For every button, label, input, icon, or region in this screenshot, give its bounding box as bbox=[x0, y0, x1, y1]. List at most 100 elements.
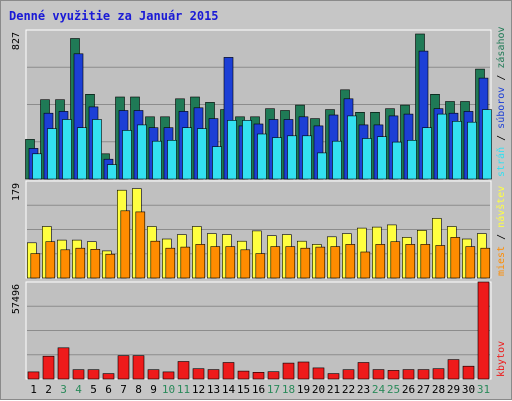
panel-legend: kbytov bbox=[496, 341, 507, 377]
miest-bar bbox=[255, 253, 266, 279]
kbytov-bar bbox=[192, 368, 205, 380]
x-tick-label: 2 bbox=[45, 383, 52, 396]
legend-label-miest: miest bbox=[496, 246, 507, 276]
kbytov-bar bbox=[177, 361, 190, 380]
stran-bar bbox=[137, 124, 147, 180]
stran-bar bbox=[377, 136, 387, 180]
x-tick-label: 28 bbox=[432, 383, 445, 396]
kbytov-bar bbox=[162, 371, 175, 380]
miest-bar bbox=[360, 251, 371, 279]
kbytov-bar bbox=[72, 369, 85, 380]
kbytov-bar bbox=[222, 362, 235, 380]
stran-bar bbox=[47, 128, 57, 180]
miest-bar bbox=[315, 246, 326, 279]
stran-bar bbox=[92, 119, 102, 180]
legend-label-kbytov: kbytov bbox=[496, 341, 507, 377]
miest-bar bbox=[165, 247, 176, 279]
stran-bar bbox=[272, 137, 282, 180]
stran-bar bbox=[467, 121, 477, 180]
stran-bar bbox=[77, 127, 87, 180]
kbytov-bar bbox=[267, 371, 280, 380]
kbytov-bar bbox=[387, 370, 400, 380]
panel-1: 827 stráň / súborov / zásahov bbox=[11, 26, 507, 180]
x-tick-label: 30 bbox=[462, 383, 475, 396]
x-tick-label: 21 bbox=[327, 383, 340, 396]
miest-bar bbox=[60, 249, 71, 279]
miest-bar bbox=[375, 244, 386, 279]
x-tick-label: 16 bbox=[252, 383, 265, 396]
miest-bar bbox=[135, 211, 146, 279]
kbytov-bar bbox=[102, 373, 115, 380]
kbytov-bar bbox=[327, 373, 340, 380]
kbytov-bar bbox=[312, 367, 325, 380]
miest-bar bbox=[270, 246, 281, 279]
miest-bar bbox=[435, 245, 446, 279]
legend-separator: / bbox=[496, 129, 507, 147]
stran-bar bbox=[62, 119, 72, 180]
legend-label-stran: stráň bbox=[495, 147, 507, 177]
miest-bar bbox=[195, 244, 206, 279]
y-axis-max-label: 827 bbox=[11, 32, 22, 50]
x-tick-label: 6 bbox=[105, 383, 112, 396]
stran-bar bbox=[422, 127, 432, 180]
x-tick-label: 17 bbox=[267, 383, 280, 396]
stran-bar bbox=[152, 140, 162, 180]
kbytov-bar bbox=[132, 355, 145, 380]
stran-bar bbox=[167, 140, 177, 180]
x-tick-label: 9 bbox=[150, 383, 157, 396]
chart-title: Denné využitie za Január 2015 bbox=[9, 9, 219, 23]
x-tick-label: 12 bbox=[192, 383, 205, 396]
miest-bar bbox=[285, 246, 296, 279]
miest-bar bbox=[75, 247, 86, 279]
miest-bar bbox=[120, 210, 131, 279]
miest-bar bbox=[390, 241, 401, 279]
kbytov-bar bbox=[87, 369, 100, 380]
kbytov-bar bbox=[342, 369, 355, 380]
legend-label-zasahov: zásahov bbox=[495, 26, 507, 68]
panel-legend: stráň / súborov / zásahov bbox=[495, 26, 507, 177]
stran-bar bbox=[242, 120, 252, 180]
x-tick-label: 1 bbox=[30, 383, 37, 396]
miest-bar bbox=[480, 247, 491, 279]
miest-bar bbox=[450, 237, 461, 279]
miest-bar bbox=[405, 244, 416, 279]
kbytov-bar bbox=[252, 371, 265, 380]
kbytov-bar bbox=[237, 370, 250, 380]
miest-bar bbox=[330, 246, 341, 279]
x-tick-label: 24 bbox=[372, 383, 386, 396]
x-tick-label: 31 bbox=[477, 383, 490, 396]
stran-bar bbox=[107, 164, 117, 180]
y-axis-max-label: 179 bbox=[11, 183, 22, 201]
x-tick-label: 25 bbox=[387, 383, 400, 396]
x-tick-label: 4 bbox=[75, 383, 82, 396]
x-tick-label: 23 bbox=[357, 383, 370, 396]
kbytov-bar bbox=[357, 362, 370, 380]
stran-bar bbox=[437, 113, 447, 180]
stran-bar bbox=[197, 128, 207, 180]
miest-bar bbox=[150, 240, 161, 279]
kbytov-bar bbox=[147, 369, 160, 380]
kbytov-bar bbox=[117, 355, 130, 380]
x-tick-label: 26 bbox=[402, 383, 415, 396]
miest-bar bbox=[225, 246, 236, 279]
x-tick-label: 14 bbox=[222, 383, 236, 396]
x-tick-label: 27 bbox=[417, 383, 430, 396]
chart-panels: 827 stráň / súborov / zásahov 179 miest / n… bbox=[11, 26, 507, 380]
panel-legend: miest / návštev bbox=[495, 186, 507, 276]
miest-bar bbox=[240, 249, 251, 279]
legend-separator: / bbox=[496, 69, 507, 87]
stran-bar bbox=[182, 127, 192, 180]
kbytov-bar bbox=[432, 368, 445, 380]
panel-2: 179 miest / návštev bbox=[11, 180, 507, 279]
x-tick-label: 5 bbox=[90, 383, 97, 396]
stran-bar bbox=[482, 109, 492, 180]
y-axis-max-label: 57496 bbox=[11, 284, 22, 314]
miest-bar bbox=[300, 247, 311, 279]
kbytov-bar bbox=[462, 365, 475, 380]
x-tick-label: 20 bbox=[312, 383, 325, 396]
legend-label-suborov: súborov bbox=[495, 87, 507, 129]
miest-bar bbox=[345, 244, 356, 279]
stran-bar bbox=[347, 115, 357, 180]
kbytov-bar bbox=[27, 371, 40, 380]
